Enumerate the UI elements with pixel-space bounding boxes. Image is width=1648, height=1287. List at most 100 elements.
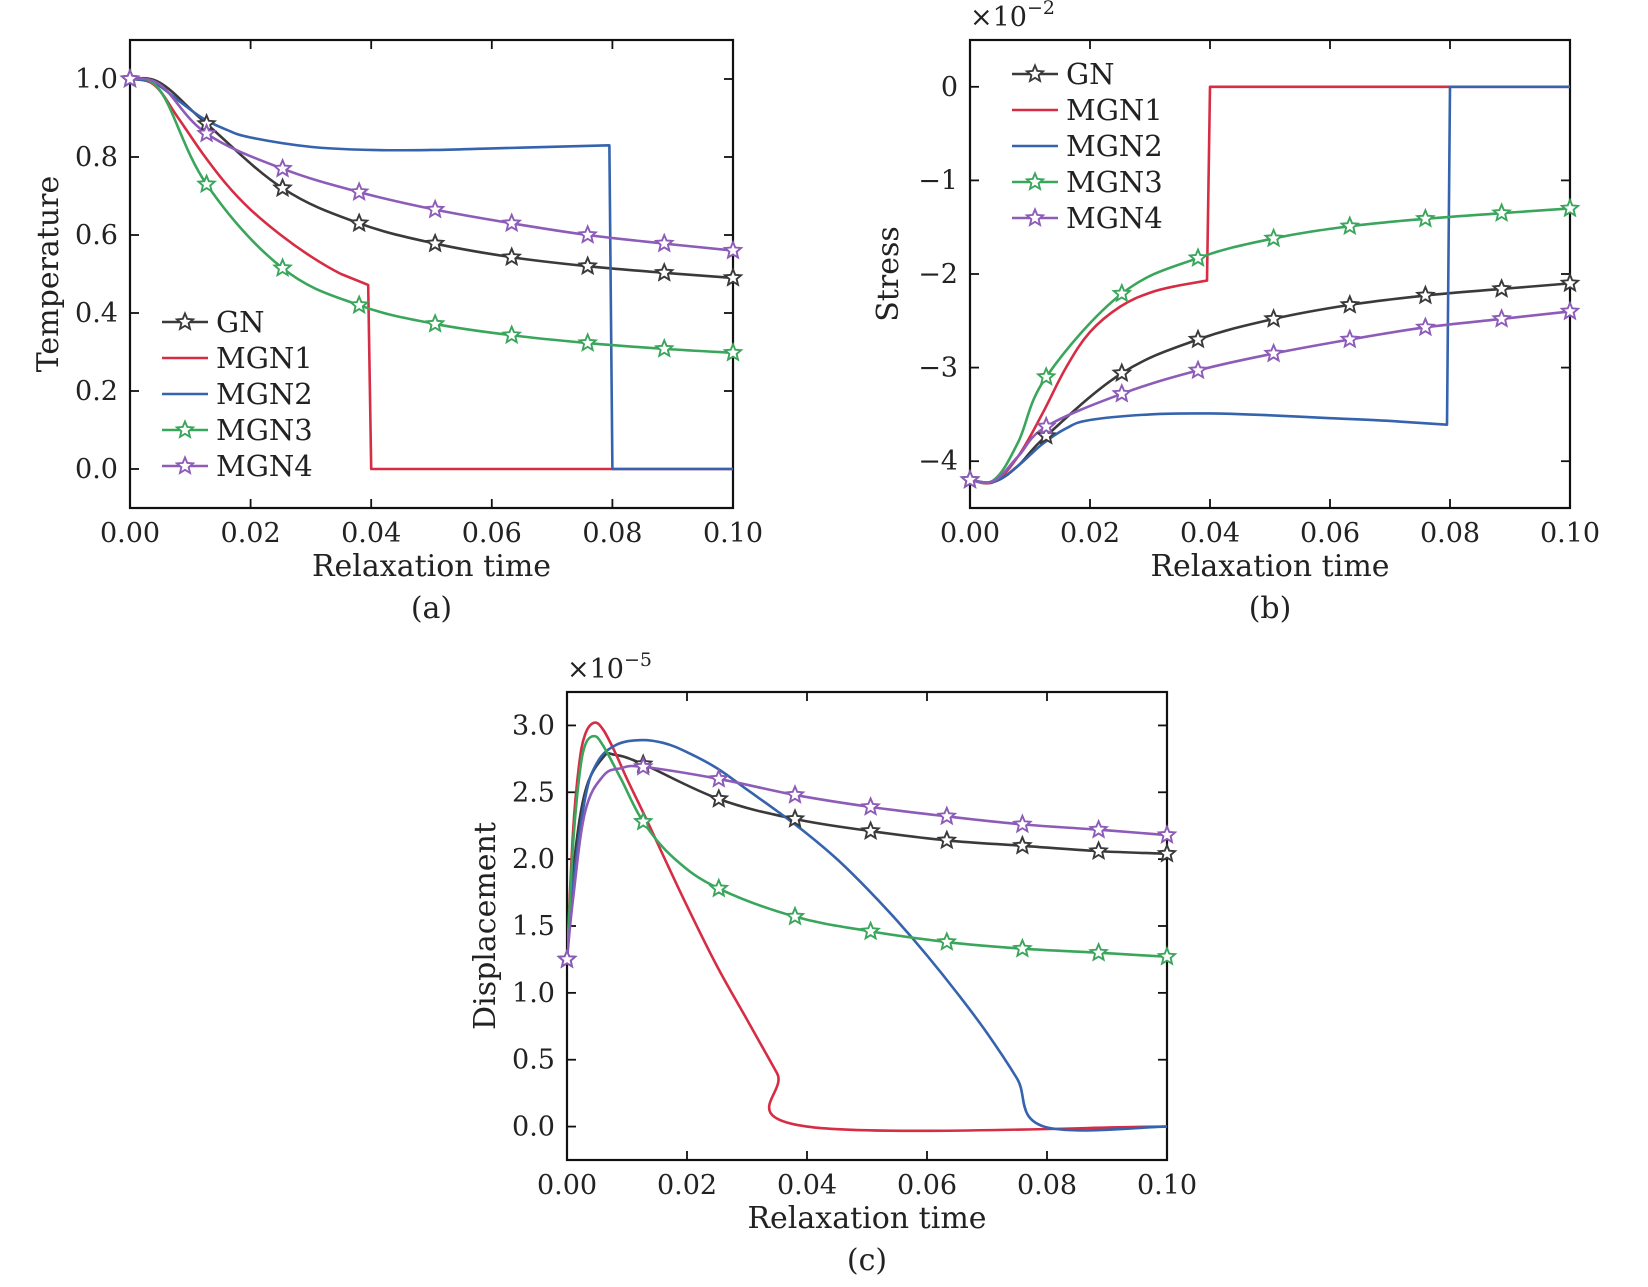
data-point-mgn3	[1111, 282, 1133, 303]
data-point-gn	[1088, 840, 1110, 860]
data-point-mgn4	[1088, 818, 1110, 839]
y-tick-label: 0.0	[512, 1112, 555, 1143]
y-tick-label: 1.5	[512, 911, 555, 942]
series-group	[970, 85, 1570, 485]
data-point-mgn4	[860, 796, 882, 816]
x-axis-label: Relaxation time	[747, 1201, 986, 1236]
data-point-mgn3	[632, 810, 654, 831]
y-tick-label: 0.5	[512, 1045, 555, 1076]
data-point-mgn4	[348, 181, 370, 201]
series-line-mgn4	[970, 310, 1570, 484]
plot-frame	[565, 690, 1169, 1162]
data-point-mgn4	[959, 468, 981, 489]
data-point-mgn3	[1035, 365, 1057, 386]
x-tick-label: 0.02	[221, 518, 281, 549]
x-tick-label: 0.10	[1137, 1170, 1197, 1201]
legend-label: MGN4	[1066, 201, 1163, 235]
legend-label: MGN4	[216, 449, 313, 483]
data-point-mgn4	[632, 755, 654, 776]
data-point-mgn3	[1187, 247, 1209, 267]
data-point-gn	[1111, 362, 1133, 383]
data-point-gn	[348, 212, 370, 233]
x-tick-label: 0.06	[462, 518, 522, 549]
chart-panel-a: 0.00 0.02 0.04 0.06 0.08 0.10 0.0 0.2 0.4 0.6 0.8 1…	[31, 38, 763, 626]
y-axis-label: Temperature	[31, 176, 66, 373]
y-tick-label: 1.0	[512, 978, 555, 1009]
data-point-gn	[1011, 834, 1033, 855]
x-tick-label: 0.10	[703, 518, 763, 549]
data-point-gn	[708, 787, 730, 808]
y-multiplier-exponent: −2	[1027, 0, 1055, 19]
y-tick-label: 0.6	[75, 220, 118, 251]
series-line-mgn2	[567, 738, 1167, 1132]
y-axis-label: Displacement	[468, 822, 503, 1030]
chart-panel-c: 0.00 0.02 0.04 0.06 0.08 0.10 0.0 0.5 1.0 1.5 2.0 2…	[468, 649, 1197, 1278]
x-tick-label: 0.02	[657, 1170, 717, 1201]
data-point-gn	[1339, 293, 1361, 314]
data-point-gn	[1491, 278, 1513, 298]
data-point-mgn3	[1088, 941, 1110, 962]
data-point-mgn4	[556, 948, 578, 969]
data-point-gn	[722, 266, 744, 287]
data-point-mgn4	[708, 767, 730, 788]
x-axis-label: Relaxation time	[312, 549, 551, 584]
data-point-mgn3	[196, 173, 218, 194]
data-point-gn	[1559, 272, 1581, 293]
series-line-mgn3	[970, 207, 1570, 485]
data-point-mgn4	[653, 232, 675, 253]
data-point-gn	[501, 246, 523, 267]
data-point-gn	[577, 255, 599, 276]
legend-marker-star-icon	[1024, 207, 1046, 227]
data-point-mgn3	[424, 312, 446, 333]
data-point-gn	[1156, 842, 1178, 863]
legend-label: MGN2	[1066, 129, 1163, 163]
data-point-mgn4	[119, 68, 141, 88]
y-tick-label: 2.5	[512, 777, 555, 808]
data-point-gn	[1263, 307, 1285, 328]
y-tick-label: 3.0	[512, 710, 555, 741]
data-point-mgn4	[196, 122, 218, 143]
x-tick-label: 0.06	[897, 1170, 957, 1201]
y-tick-label: 0.2	[75, 376, 118, 407]
legend-label: MGN3	[1066, 165, 1163, 199]
series-line-mgn4	[130, 77, 733, 252]
series-line-mgn3	[130, 77, 733, 355]
x-tick-label: 0.08	[1420, 518, 1480, 549]
data-point-mgn4	[1035, 415, 1057, 436]
legend-label: GN	[1066, 57, 1115, 91]
legend-marker-star-icon	[174, 455, 196, 475]
y-multiplier-base: ×10	[970, 2, 1027, 33]
data-point-mgn4	[1559, 300, 1581, 321]
data-point-mgn4	[1263, 342, 1285, 363]
y-tick-label: 0	[941, 72, 958, 103]
data-point-mgn4	[501, 212, 523, 233]
y-tick-label: −1	[918, 165, 958, 196]
y-multiplier: ×10−5	[567, 649, 652, 685]
data-point-mgn4	[1011, 813, 1033, 834]
panel-label: (a)	[411, 591, 452, 626]
data-point-mgn3	[501, 324, 523, 345]
legend-marker-star-icon	[174, 311, 196, 331]
data-point-mgn3	[1491, 202, 1513, 223]
data-point-mgn3	[1011, 937, 1033, 958]
y-tick-label: −4	[918, 446, 958, 477]
panel-label: (b)	[1249, 591, 1292, 626]
legend-label: MGN3	[216, 413, 313, 447]
x-axis-label: Relaxation time	[1150, 549, 1389, 584]
data-point-mgn4	[577, 224, 599, 244]
x-tick-label: 0.02	[1060, 518, 1120, 549]
data-point-mgn4	[722, 239, 744, 260]
data-point-gn	[860, 820, 882, 840]
data-point-gn	[784, 808, 806, 828]
x-tick-label: 0.00	[100, 518, 160, 549]
data-point-mgn4	[1156, 824, 1178, 844]
y-tick-label: 2.0	[512, 844, 555, 875]
y-tick-label: 0.0	[75, 454, 118, 485]
y-tick-label: 0.4	[75, 298, 118, 329]
legend-marker-star-icon	[174, 419, 196, 439]
series-line-mgn2	[970, 85, 1570, 484]
data-point-mgn3	[1263, 227, 1285, 248]
data-point-mgn3	[1156, 945, 1178, 966]
